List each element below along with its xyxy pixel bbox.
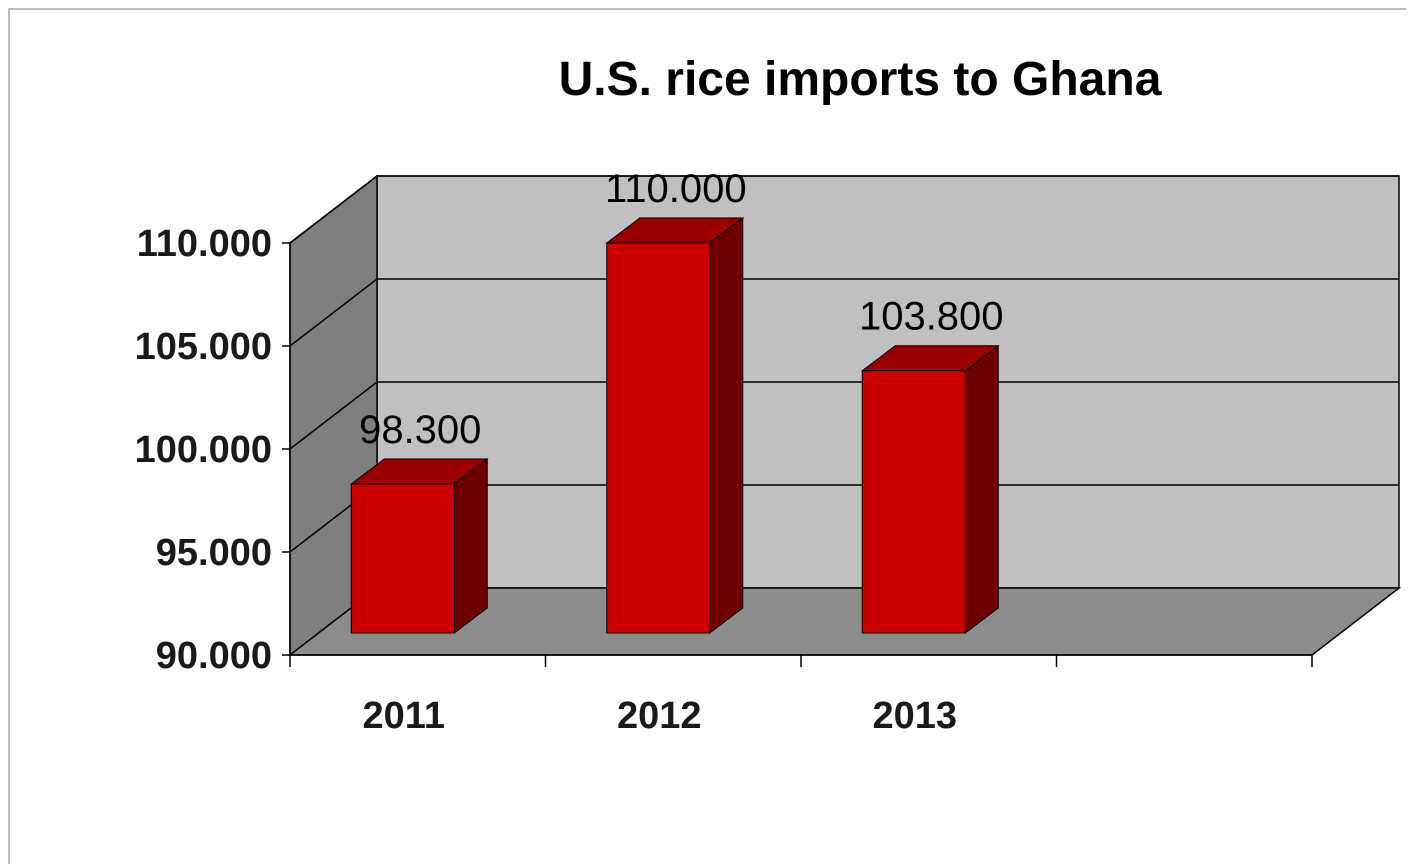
data-label: 98.300: [359, 408, 481, 452]
bar: [861, 370, 966, 634]
bar-side: [964, 344, 999, 635]
x-tick-label: 2012: [617, 695, 702, 737]
bar: [606, 242, 711, 634]
y-tick-label: 105.000: [135, 326, 272, 368]
bar: [350, 483, 455, 634]
data-label: 110.000: [605, 167, 747, 211]
data-label: 103.800: [859, 295, 1004, 339]
chart-title: U.S. rice imports to Ghana: [558, 53, 1162, 106]
y-tick-label: 100.000: [135, 429, 272, 471]
gridline: [289, 175, 1399, 244]
y-tick-label: 90.000: [156, 635, 272, 677]
x-tick-label: 2013: [872, 695, 957, 737]
x-tick-label: 2011: [363, 695, 445, 737]
y-tick-label: 95.000: [156, 532, 272, 574]
gridline: [289, 278, 1399, 347]
bar-side: [453, 458, 488, 635]
y-tick-label: 110.000: [137, 223, 272, 265]
gridline: [289, 381, 1399, 450]
bar-side: [709, 216, 744, 635]
